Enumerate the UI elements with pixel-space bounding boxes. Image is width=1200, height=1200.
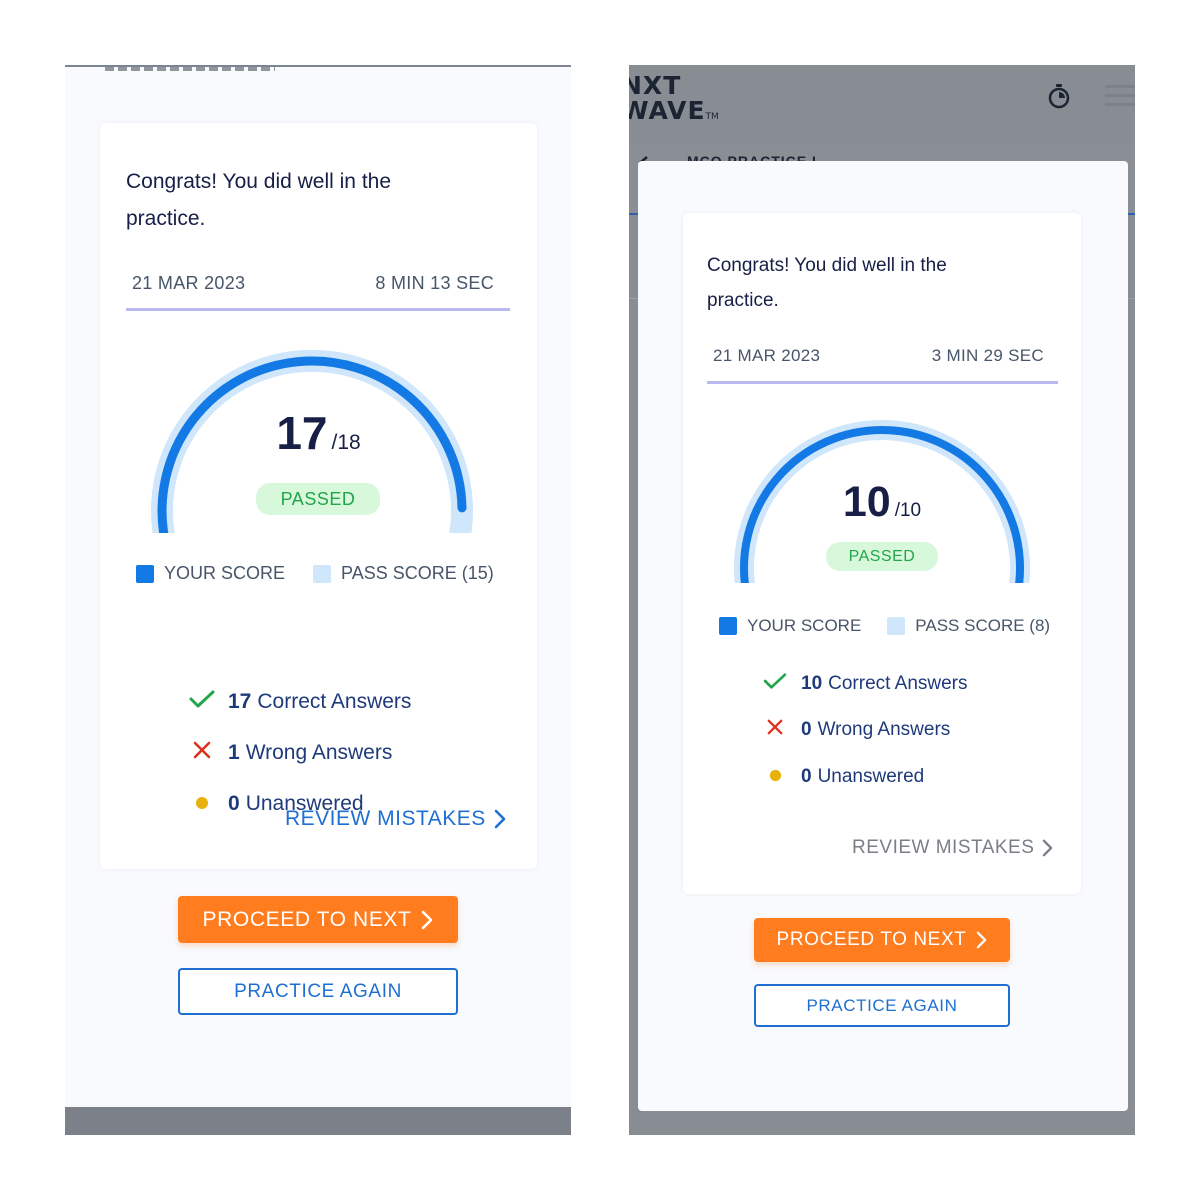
practice-again-label: PRACTICE AGAIN	[806, 995, 958, 1015]
review-mistakes-label: REVIEW MISTAKES	[852, 837, 1035, 858]
check-icon	[761, 672, 789, 696]
status-badge: PASSED	[256, 483, 380, 515]
stat-correct: 17 Correct Answers	[188, 689, 411, 715]
correct-count: 10	[801, 673, 823, 694]
chevron-right-icon	[1042, 839, 1053, 857]
result-card: Congrats! You did well in the practice. …	[100, 123, 537, 869]
wrong-count: 0	[801, 719, 812, 740]
left-screenshot: Congrats! You did well in the practice. …	[65, 65, 571, 1135]
score-legend: YOUR SCORE PASS SCORE (15)	[136, 563, 494, 584]
legend-your-score: YOUR SCORE	[719, 616, 861, 636]
legend-pass-score-label: PASS SCORE (8)	[915, 616, 1051, 635]
bottom-bar	[65, 1107, 571, 1135]
score-gauge	[151, 349, 473, 533]
wrong-count: 1	[228, 741, 240, 764]
correct-count: 17	[228, 690, 252, 713]
stopwatch-icon[interactable]	[1046, 83, 1072, 109]
wrong-label: Wrong Answers	[817, 719, 951, 740]
stat-wrong: 0 Wrong Answers	[761, 719, 950, 741]
practice-duration: 8 MIN 13 SEC	[375, 273, 494, 293]
practice-duration: 3 MIN 29 SEC	[931, 346, 1044, 365]
congrats-message: Congrats! You did well in the practice.	[126, 170, 392, 230]
congrats-message: Congrats! You did well in the practice.	[707, 255, 947, 311]
your-score-arc	[157, 356, 467, 533]
chevron-right-icon	[494, 809, 506, 829]
stat-wrong: 1 Wrong Answers	[188, 741, 392, 765]
proceed-to-next-button[interactable]: PROCEED TO NEXT	[754, 918, 1010, 962]
hamburger-menu-icon[interactable]	[1105, 85, 1135, 107]
header-remnant	[105, 67, 275, 71]
stat-unanswered: 0 Unanswered	[761, 766, 924, 788]
practice-meta: 21 MAR 2023 8 MIN 13 SEC	[126, 273, 510, 311]
brand-logo: NXT WAVETM	[629, 73, 719, 130]
score-display: 10/10	[683, 478, 1081, 527]
legend-pass-score: PASS SCORE (15)	[313, 563, 494, 584]
brand-trademark: TM	[705, 112, 719, 122]
dot-icon	[761, 766, 789, 788]
brand-line-2: WAVE	[629, 96, 706, 125]
score-gauge	[734, 420, 1030, 583]
score-legend: YOUR SCORE PASS SCORE (8)	[719, 616, 1050, 636]
legend-your-score: YOUR SCORE	[136, 563, 285, 584]
your-score-swatch	[719, 617, 737, 635]
brand-line-1: NXT	[629, 71, 682, 100]
chevron-right-icon	[421, 910, 433, 930]
unanswered-count: 0	[801, 766, 812, 787]
review-mistakes-button[interactable]: REVIEW MISTAKES	[285, 807, 506, 831]
proceed-to-next-button[interactable]: PROCEED TO NEXT	[178, 896, 458, 943]
proceed-label: PROCEED TO NEXT	[202, 907, 412, 931]
practice-meta: 21 MAR 2023 3 MIN 29 SEC	[707, 346, 1058, 384]
practice-again-label: PRACTICE AGAIN	[234, 980, 402, 1002]
dot-icon	[188, 792, 216, 816]
practice-date: 21 MAR 2023	[713, 346, 821, 365]
chevron-right-icon	[976, 931, 987, 949]
score-total: /18	[331, 431, 361, 454]
legend-pass-score: PASS SCORE (8)	[887, 616, 1050, 636]
stat-correct: 10 Correct Answers	[761, 672, 968, 696]
top-divider	[65, 65, 571, 67]
score-total: /10	[894, 500, 922, 521]
practice-again-button[interactable]: PRACTICE AGAIN	[754, 984, 1010, 1027]
your-score-arc	[740, 426, 1024, 583]
unanswered-label: Unanswered	[245, 792, 364, 815]
review-mistakes-button[interactable]: REVIEW MISTAKES	[852, 837, 1053, 859]
practice-date: 21 MAR 2023	[132, 273, 246, 293]
proceed-label: PROCEED TO NEXT	[776, 929, 967, 950]
pass-score-swatch	[313, 564, 332, 583]
review-mistakes-label: REVIEW MISTAKES	[285, 807, 486, 830]
correct-label: Correct Answers	[828, 673, 968, 694]
stat-unanswered: 0 Unanswered	[188, 792, 364, 816]
score-display: 17/18	[100, 406, 537, 460]
legend-your-score-label: YOUR SCORE	[747, 616, 862, 635]
result-card: Congrats! You did well in the practice. …	[683, 213, 1081, 894]
cross-icon	[761, 719, 789, 741]
wrong-label: Wrong Answers	[245, 741, 393, 764]
status-badge: PASSED	[826, 542, 938, 571]
cross-icon	[188, 741, 216, 765]
score-value: 10	[842, 478, 891, 526]
practice-again-button[interactable]: PRACTICE AGAIN	[178, 968, 458, 1015]
check-icon	[188, 689, 216, 715]
pass-score-swatch	[887, 617, 906, 635]
your-score-swatch	[136, 564, 154, 583]
correct-label: Correct Answers	[257, 690, 412, 713]
app-header: NXT WAVETM	[629, 65, 1135, 145]
unanswered-count: 0	[228, 792, 240, 815]
legend-your-score-label: YOUR SCORE	[164, 563, 286, 583]
right-screenshot: NXT WAVETM MCQ PRACTICE I Congrats! You …	[629, 65, 1135, 1135]
unanswered-label: Unanswered	[817, 766, 925, 787]
legend-pass-score-label: PASS SCORE (15)	[341, 563, 494, 583]
result-modal: Congrats! You did well in the practice. …	[638, 161, 1128, 1111]
score-value: 17	[276, 407, 328, 459]
